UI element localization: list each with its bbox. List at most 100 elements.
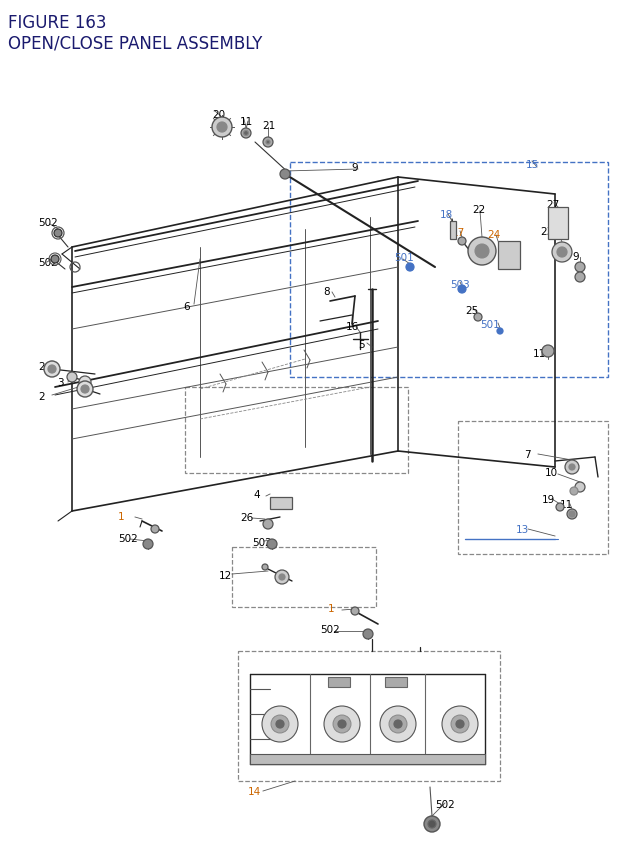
Bar	[290, 163, 608, 378]
Circle shape	[569, 464, 575, 470]
Text: 11: 11	[560, 499, 573, 510]
Circle shape	[54, 230, 62, 238]
Circle shape	[79, 376, 91, 388]
Circle shape	[263, 138, 273, 148]
Circle shape	[468, 238, 496, 266]
Circle shape	[212, 118, 232, 138]
Bar	[270, 498, 292, 510]
Text: 4: 4	[253, 489, 260, 499]
Circle shape	[394, 720, 402, 728]
Text: 6: 6	[183, 301, 189, 312]
Circle shape	[151, 525, 159, 533]
Text: 1: 1	[118, 511, 125, 522]
Bar	[498, 242, 520, 269]
Text: 501: 501	[394, 253, 413, 263]
Text: 9: 9	[572, 251, 579, 262]
Text: 20: 20	[212, 110, 225, 120]
Circle shape	[279, 574, 285, 580]
Circle shape	[271, 715, 289, 734]
Circle shape	[428, 820, 436, 828]
Text: 11: 11	[240, 117, 253, 127]
Text: 25: 25	[465, 306, 478, 316]
Circle shape	[44, 362, 60, 378]
Text: 502: 502	[38, 218, 58, 228]
Circle shape	[567, 510, 577, 519]
Circle shape	[363, 629, 373, 639]
Bar	[548, 208, 568, 239]
Text: 502: 502	[252, 537, 272, 548]
Text: 9: 9	[351, 163, 358, 173]
Text: 11: 11	[533, 349, 547, 358]
Text: 26: 26	[240, 512, 253, 523]
Circle shape	[48, 366, 56, 374]
Circle shape	[556, 504, 564, 511]
Text: 502: 502	[435, 799, 455, 809]
Circle shape	[456, 720, 464, 728]
Bar	[450, 222, 456, 239]
Text: 2: 2	[38, 392, 45, 401]
Text: 18: 18	[440, 210, 453, 220]
Text: 501: 501	[480, 319, 500, 330]
Text: 502: 502	[118, 533, 138, 543]
Text: 502: 502	[38, 257, 58, 268]
Circle shape	[267, 539, 277, 549]
Text: 15: 15	[526, 160, 540, 170]
Text: 12: 12	[219, 570, 232, 580]
Circle shape	[570, 487, 578, 495]
Bar	[328, 678, 350, 687]
Bar	[458, 422, 608, 554]
Bar	[238, 651, 500, 781]
Text: 23: 23	[540, 226, 553, 237]
Circle shape	[389, 715, 407, 734]
Circle shape	[380, 706, 416, 742]
Circle shape	[442, 706, 478, 742]
Circle shape	[262, 564, 268, 570]
Circle shape	[451, 715, 469, 734]
Text: 10: 10	[545, 468, 558, 478]
Text: 16: 16	[346, 322, 359, 331]
Circle shape	[557, 248, 567, 257]
Circle shape	[338, 720, 346, 728]
Text: 503: 503	[450, 280, 470, 289]
Text: 21: 21	[262, 121, 275, 131]
Bar	[232, 548, 376, 607]
Circle shape	[575, 482, 585, 492]
Text: 502: 502	[320, 624, 340, 635]
Circle shape	[81, 386, 89, 393]
Circle shape	[424, 816, 440, 832]
Circle shape	[552, 243, 572, 263]
Circle shape	[333, 715, 351, 734]
Text: 19: 19	[542, 494, 556, 505]
Bar	[385, 678, 407, 687]
Circle shape	[324, 706, 360, 742]
Circle shape	[77, 381, 93, 398]
Text: 27: 27	[546, 200, 559, 210]
Circle shape	[474, 313, 482, 322]
Text: 5: 5	[358, 339, 365, 350]
Text: OPEN/CLOSE PANEL ASSEMBLY: OPEN/CLOSE PANEL ASSEMBLY	[8, 34, 262, 52]
Text: 13: 13	[516, 524, 529, 535]
Text: 3: 3	[57, 378, 63, 387]
Circle shape	[458, 286, 466, 294]
Circle shape	[263, 519, 273, 530]
Text: 1: 1	[328, 604, 335, 613]
Circle shape	[351, 607, 359, 616]
Circle shape	[275, 570, 289, 585]
Bar	[185, 387, 408, 474]
Circle shape	[143, 539, 153, 549]
Circle shape	[575, 263, 585, 273]
Circle shape	[280, 170, 290, 180]
Circle shape	[406, 263, 414, 272]
Text: 17: 17	[452, 228, 465, 238]
Circle shape	[262, 706, 298, 742]
Circle shape	[497, 329, 503, 335]
Circle shape	[475, 245, 489, 258]
Circle shape	[542, 345, 554, 357]
Circle shape	[67, 373, 77, 382]
Circle shape	[51, 256, 59, 263]
Text: 14: 14	[248, 786, 261, 796]
Text: 2: 2	[38, 362, 45, 372]
Circle shape	[276, 720, 284, 728]
Circle shape	[217, 123, 227, 133]
Circle shape	[569, 511, 575, 517]
